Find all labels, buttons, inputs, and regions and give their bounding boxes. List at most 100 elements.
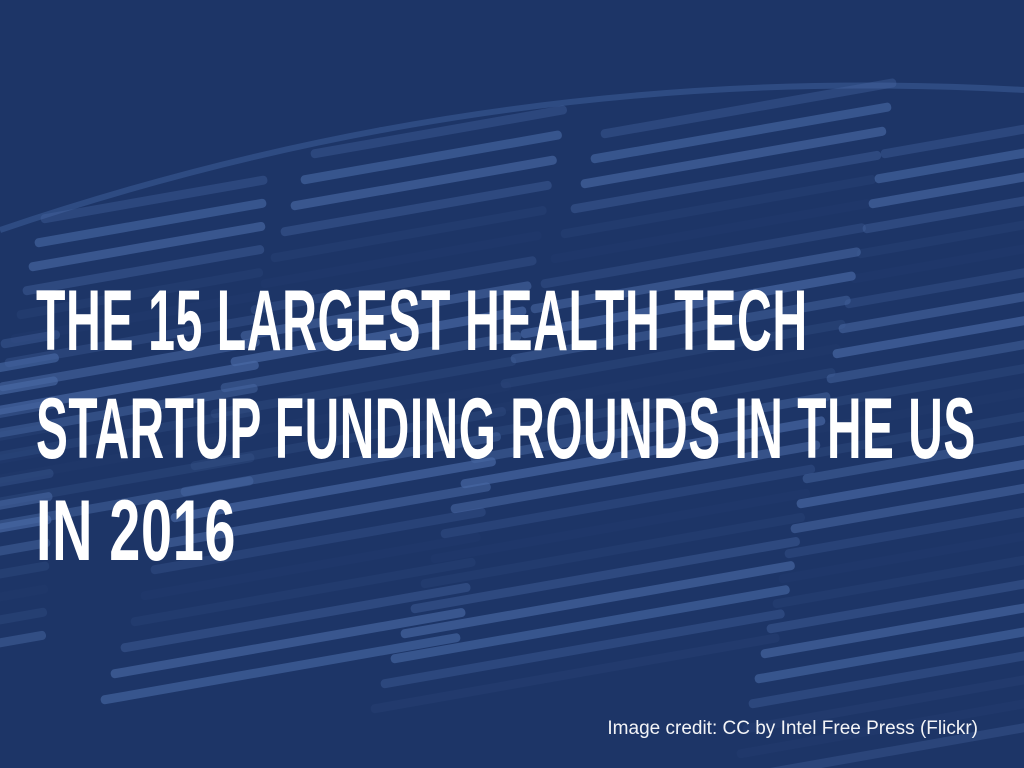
chip-stripe: [4, 314, 261, 368]
chip-stripe: [490, 343, 841, 414]
chip-stripe: [742, 670, 1024, 734]
chip-stripe: [430, 488, 811, 564]
chip-stripe: [0, 376, 58, 397]
chip-stripe: [500, 319, 846, 389]
chip-stripe: [0, 584, 49, 613]
chip-stripe: [0, 353, 59, 373]
chip-stripe: [470, 392, 831, 464]
chip-stripe: [0, 607, 48, 637]
chip-stripe: [808, 405, 1024, 459]
chip-stripe: [250, 256, 537, 315]
chip-stripe: [530, 247, 861, 314]
slide-title-line-2: STARTUP FUNDING ROUNDS IN THE US: [36, 381, 976, 477]
chip-stripe: [10, 291, 263, 344]
chip-stripe: [150, 507, 486, 575]
chip-stripe: [180, 432, 501, 497]
chip-stripe: [754, 622, 1024, 684]
chip-stripe: [784, 502, 1024, 559]
chip-stripe: [16, 268, 264, 320]
chip-stripe: [0, 492, 53, 517]
chip-stripe: [600, 78, 897, 139]
chip-stripe: [778, 526, 1024, 584]
chip-stripe: [0, 399, 57, 421]
chip-stripe: [874, 140, 1024, 184]
chip-stripe: [844, 260, 1024, 309]
chip-stripe: [0, 407, 257, 464]
chip-stripe: [0, 330, 61, 349]
chip-stripe: [832, 308, 1024, 359]
chip-stripe: [0, 422, 56, 445]
chip-stripe: [34, 198, 267, 248]
chip-stripe: [420, 512, 806, 589]
chip-stripe: [748, 646, 1024, 709]
chip-stripe: [802, 429, 1024, 484]
chip-stripe: [440, 464, 816, 539]
chip-stripe: [0, 538, 51, 565]
chip-stripe: [260, 231, 542, 289]
chip-stripe: [0, 469, 54, 493]
chip-stripe: [230, 306, 527, 367]
chip-stripe: [280, 180, 552, 237]
chip-stripe: [730, 719, 1024, 768]
chip-stripe: [540, 223, 866, 289]
chip-stripe: [220, 331, 522, 393]
chip-stripe: [0, 360, 259, 416]
chip-stripe: [0, 515, 52, 541]
chip-stripe: [766, 574, 1024, 634]
chip-stripe: [0, 561, 50, 589]
chip-stripe: [290, 155, 557, 211]
chip-stripe: [796, 453, 1024, 509]
chip-stripe: [130, 557, 476, 627]
chip-stripe: [160, 482, 491, 549]
chip-stripe: [856, 212, 1024, 259]
chip-stripe: [480, 368, 836, 439]
chip-stripe: [370, 633, 780, 714]
chip-stripe: [0, 445, 55, 469]
chip-stripe: [760, 598, 1024, 659]
chip-stripe: [510, 295, 851, 364]
chip-stripe: [736, 695, 1024, 759]
chip-stripe: [380, 609, 785, 689]
chip-stripe: [826, 333, 1024, 384]
chip-stripe: [814, 381, 1024, 434]
chip-stripe: [190, 407, 507, 471]
chip-stripe: [170, 457, 496, 523]
chip-stripe: [850, 236, 1024, 284]
chip-stripe: [0, 383, 258, 440]
chip-stripe: [0, 430, 256, 488]
chip-stripe: [300, 130, 562, 185]
chip-stripe: [200, 381, 512, 445]
image-credit: Image credit: CC by Intel Free Press (Fl…: [607, 718, 978, 739]
chip-stripe: [28, 221, 266, 272]
chip-stripe: [880, 115, 1024, 159]
chip-stripe: [520, 271, 856, 339]
chip-stripe: [460, 416, 826, 489]
chip-stripe: [0, 337, 260, 392]
chip-stripe: [862, 188, 1024, 234]
chip-stripe: [550, 199, 871, 264]
chip-stripe: [838, 284, 1024, 334]
chip-stripe: [0, 630, 47, 661]
chip-stripe: [110, 608, 466, 679]
chip-stripe: [210, 356, 517, 419]
chip-stripe: [410, 537, 800, 614]
chip-stripe: [22, 245, 265, 296]
chip-stripe: [400, 561, 795, 639]
chip-stripe: [100, 633, 461, 705]
chip-stripe: [790, 477, 1024, 534]
chip-stripe: [310, 105, 567, 159]
chip-stripe: [772, 550, 1024, 609]
slide-title-line-3: IN 2016: [36, 483, 237, 579]
chip-stripe: [590, 102, 892, 164]
slide-title-line-1: THE 15 LARGEST HEALTH TECH: [36, 273, 808, 369]
chip-stripe: [140, 532, 481, 601]
chip-stripe: [820, 357, 1024, 409]
chip-stripe: [560, 175, 877, 239]
chip-stripe: [570, 150, 882, 214]
chip-stripe: [120, 582, 471, 653]
wafer-edge: [0, 82, 1024, 233]
chip-stripe: [580, 126, 887, 189]
chip-stripe: [450, 440, 821, 514]
chip-stripe: [390, 585, 790, 664]
